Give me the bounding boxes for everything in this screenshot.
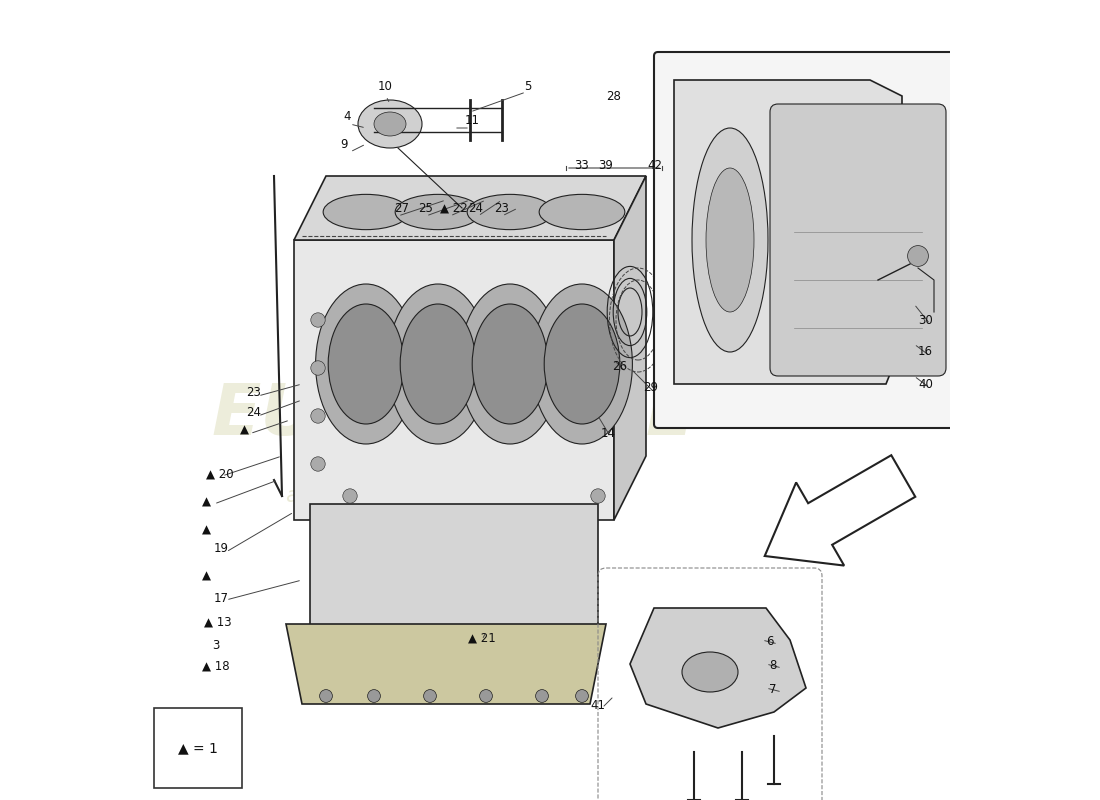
Circle shape bbox=[311, 457, 326, 471]
Circle shape bbox=[343, 489, 358, 503]
Circle shape bbox=[311, 361, 326, 375]
Text: 7: 7 bbox=[769, 683, 777, 696]
Text: 8: 8 bbox=[769, 659, 777, 672]
Text: 19: 19 bbox=[214, 542, 229, 554]
Text: ▲: ▲ bbox=[202, 523, 211, 536]
Text: ▲ 21: ▲ 21 bbox=[469, 631, 496, 644]
Ellipse shape bbox=[531, 284, 632, 444]
Text: 6: 6 bbox=[766, 635, 773, 648]
Polygon shape bbox=[294, 240, 614, 520]
Text: ▲: ▲ bbox=[202, 495, 211, 508]
Text: 17: 17 bbox=[214, 592, 229, 605]
Circle shape bbox=[320, 690, 332, 702]
Text: 3: 3 bbox=[212, 639, 220, 652]
Text: 41: 41 bbox=[590, 699, 605, 712]
Text: 16: 16 bbox=[918, 346, 933, 358]
Circle shape bbox=[536, 690, 549, 702]
Text: 39: 39 bbox=[598, 159, 613, 172]
Text: 24: 24 bbox=[469, 202, 483, 214]
Text: 4: 4 bbox=[343, 110, 351, 122]
Text: 24: 24 bbox=[246, 406, 261, 418]
Text: ▲: ▲ bbox=[240, 424, 249, 437]
Text: 23: 23 bbox=[246, 386, 261, 398]
Text: 26: 26 bbox=[613, 360, 627, 373]
Ellipse shape bbox=[358, 100, 422, 148]
Text: 27: 27 bbox=[394, 202, 409, 214]
Text: ▲: ▲ bbox=[202, 570, 211, 582]
Text: 10: 10 bbox=[378, 80, 393, 93]
FancyBboxPatch shape bbox=[654, 52, 954, 428]
Text: 9: 9 bbox=[340, 138, 348, 150]
Ellipse shape bbox=[323, 194, 409, 230]
Text: 11: 11 bbox=[464, 114, 480, 126]
Text: 23: 23 bbox=[494, 202, 509, 214]
Circle shape bbox=[367, 690, 381, 702]
Ellipse shape bbox=[328, 304, 404, 424]
FancyBboxPatch shape bbox=[770, 104, 946, 376]
Ellipse shape bbox=[692, 128, 768, 352]
Text: EUROSPARE: EUROSPARE bbox=[212, 382, 696, 450]
Text: 14: 14 bbox=[601, 427, 615, 440]
Circle shape bbox=[908, 246, 928, 266]
Circle shape bbox=[480, 690, 493, 702]
Text: 28: 28 bbox=[606, 90, 620, 102]
Ellipse shape bbox=[544, 304, 619, 424]
Text: ▲ 18: ▲ 18 bbox=[202, 660, 230, 673]
Circle shape bbox=[591, 489, 605, 503]
Polygon shape bbox=[764, 455, 915, 566]
FancyBboxPatch shape bbox=[154, 708, 242, 788]
Ellipse shape bbox=[539, 194, 625, 230]
Text: a passion for parts since 1990: a passion for parts since 1990 bbox=[286, 486, 623, 506]
Text: 33: 33 bbox=[574, 159, 589, 172]
Text: ▲ 20: ▲ 20 bbox=[206, 467, 233, 480]
Circle shape bbox=[575, 690, 589, 702]
Ellipse shape bbox=[468, 194, 553, 230]
Text: 29: 29 bbox=[644, 381, 659, 394]
Text: 40: 40 bbox=[918, 378, 933, 390]
Ellipse shape bbox=[400, 304, 476, 424]
Polygon shape bbox=[674, 80, 902, 384]
Ellipse shape bbox=[682, 652, 738, 692]
Text: 30: 30 bbox=[918, 314, 933, 326]
Ellipse shape bbox=[706, 168, 754, 312]
Text: ▲ 22: ▲ 22 bbox=[440, 202, 467, 214]
Text: ▲ 13: ▲ 13 bbox=[205, 616, 232, 629]
Ellipse shape bbox=[460, 284, 560, 444]
Text: 25: 25 bbox=[418, 202, 433, 214]
Ellipse shape bbox=[374, 112, 406, 136]
Circle shape bbox=[311, 409, 326, 423]
Text: 5: 5 bbox=[525, 80, 531, 93]
Ellipse shape bbox=[316, 284, 417, 444]
Circle shape bbox=[311, 313, 326, 327]
Polygon shape bbox=[614, 176, 646, 520]
Polygon shape bbox=[294, 176, 646, 240]
Text: 42: 42 bbox=[648, 159, 662, 172]
Text: ▲ = 1: ▲ = 1 bbox=[178, 741, 218, 755]
Ellipse shape bbox=[395, 194, 481, 230]
Polygon shape bbox=[630, 608, 806, 728]
Circle shape bbox=[424, 690, 437, 702]
Ellipse shape bbox=[387, 284, 488, 444]
Polygon shape bbox=[310, 504, 598, 640]
Polygon shape bbox=[286, 624, 606, 704]
Ellipse shape bbox=[472, 304, 548, 424]
